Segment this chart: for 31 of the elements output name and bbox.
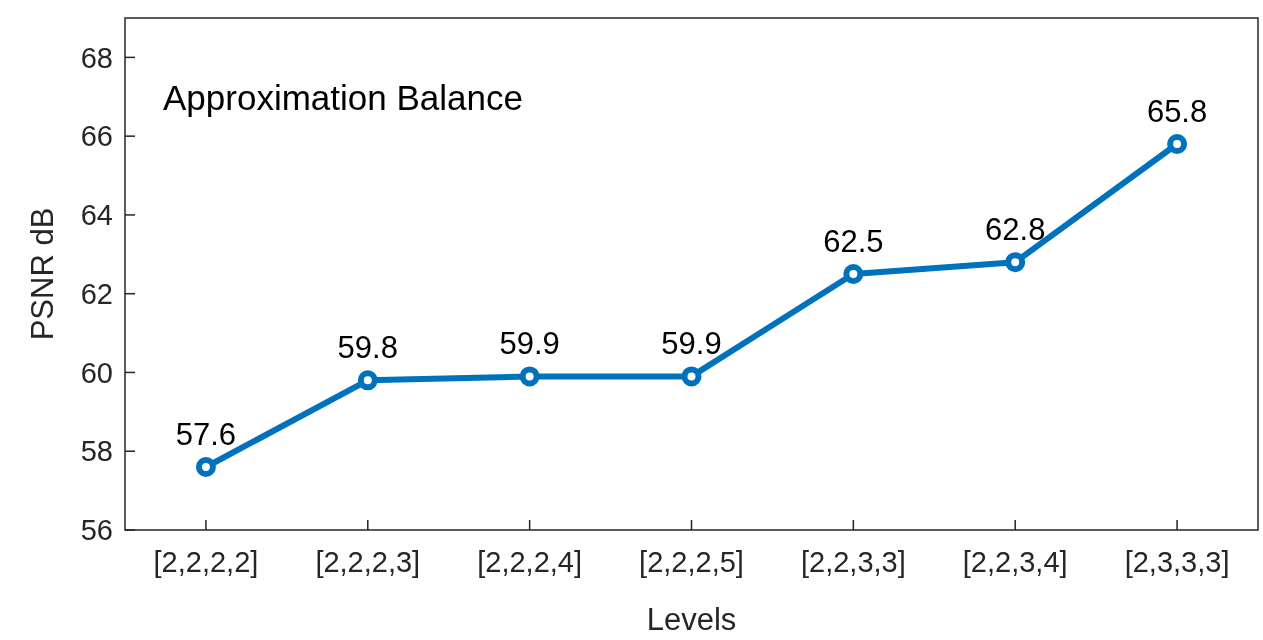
y-tick-label: 68 (80, 41, 113, 74)
point (1005, 252, 1026, 273)
data-label: 59.9 (499, 326, 560, 362)
x-tick-label: [2,2,3,3] (800, 546, 906, 578)
data-label: 62.8 (985, 212, 1046, 248)
y-axis-title: PSNR dB (25, 207, 60, 341)
y-tick-label: 66 (80, 120, 113, 153)
x-tick-label: [2,2,3,4] (962, 546, 1068, 578)
point (681, 366, 702, 387)
point (519, 366, 540, 387)
data-label: 65.8 (1146, 94, 1208, 130)
point (1167, 134, 1188, 155)
text: Approximation Balance (163, 78, 523, 117)
y-tick-label: 62 (80, 277, 113, 310)
point (357, 370, 378, 391)
data-label: 59.9 (661, 326, 722, 362)
data-label: 57.6 (175, 416, 237, 452)
x-tick-label: [2,3,3,3] (1124, 546, 1230, 578)
y-tick-label: 64 (80, 199, 113, 232)
x-axis-title: Levels (646, 602, 737, 637)
point (843, 264, 864, 284)
x-tick-label: [2,2,2,3] (315, 546, 421, 578)
y-tick-label: 60 (80, 356, 113, 389)
x-tick-label: [2,2,2,5] (639, 546, 744, 578)
data-label: 62.5 (823, 224, 884, 259)
data-label: 59.8 (337, 330, 398, 366)
point (195, 456, 216, 477)
x-tick-label: [2,2,2,4] (477, 546, 583, 578)
y-tick-label: 56 (80, 514, 113, 547)
x-tick-label: [2,2,2,2] (153, 546, 259, 578)
y-tick-label: 58 (80, 435, 113, 468)
